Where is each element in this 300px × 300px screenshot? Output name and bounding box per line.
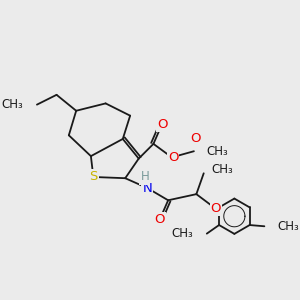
Text: CH₃: CH₃ xyxy=(2,98,23,111)
Text: S: S xyxy=(89,170,98,184)
Text: O: O xyxy=(211,202,221,215)
Text: O: O xyxy=(157,118,167,131)
Text: CH₃: CH₃ xyxy=(206,145,228,158)
Text: O: O xyxy=(190,132,200,145)
Text: CH₃: CH₃ xyxy=(278,220,300,233)
Text: H: H xyxy=(140,170,149,184)
Text: N: N xyxy=(142,182,152,194)
Text: O: O xyxy=(154,213,165,226)
Text: O: O xyxy=(168,151,178,164)
Text: CH₃: CH₃ xyxy=(172,227,193,240)
Text: CH₃: CH₃ xyxy=(211,163,233,176)
